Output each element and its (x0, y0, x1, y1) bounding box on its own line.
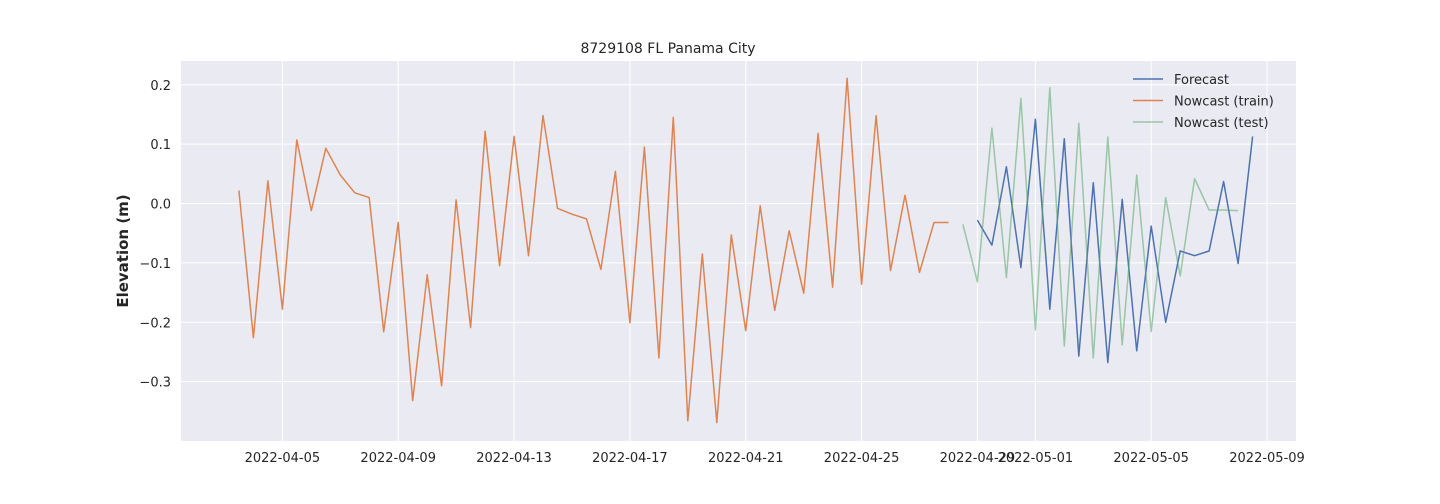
grid (181, 61, 1296, 441)
legend-label-nowcast-test: Nowcast (test) (1174, 116, 1269, 131)
x-tick-label: 2022-04-25 (824, 451, 900, 466)
y-axis-label: Elevation (m) (114, 194, 132, 307)
legend-label-forecast: Forecast (1174, 73, 1229, 88)
x-tick-label: 2022-04-29 (940, 451, 1016, 466)
y-tick-label: −0.3 (139, 376, 171, 391)
tick-labels: 2022-04-05 2022-04-09 2022-04-13 2022-04-17… (139, 79, 1304, 466)
series-line-nowcast-test (962, 86, 1239, 359)
x-tick-label: 2022-05-05 (1113, 451, 1189, 466)
x-tick-label: 2022-04-17 (592, 451, 668, 466)
legend-label-nowcast-train: Nowcast (train) (1174, 95, 1274, 110)
plot-background (181, 61, 1296, 441)
x-tick-label: 2022-04-21 (708, 451, 784, 466)
legend: Forecast Nowcast (train) Nowcast (test) (1133, 73, 1274, 131)
series-layer (238, 77, 1254, 424)
x-tick-label: 2022-04-09 (360, 451, 436, 466)
x-tick-label: 2022-05-01 (998, 451, 1074, 466)
series-line-nowcast-train (238, 77, 949, 424)
y-tick-label: −0.2 (139, 316, 171, 331)
x-tick-label: 2022-04-05 (245, 451, 321, 466)
y-tick-label: −0.1 (139, 257, 171, 272)
chart-title: 8729108 FL Panama City (580, 41, 755, 57)
y-tick-label: 0.2 (150, 79, 171, 94)
x-tick-label: 2022-05-09 (1229, 451, 1305, 466)
x-tick-label: 2022-04-13 (476, 451, 552, 466)
y-tick-label: 0.1 (150, 138, 171, 153)
y-tick-label: 0.0 (150, 198, 171, 213)
series-line-forecast (976, 118, 1254, 364)
